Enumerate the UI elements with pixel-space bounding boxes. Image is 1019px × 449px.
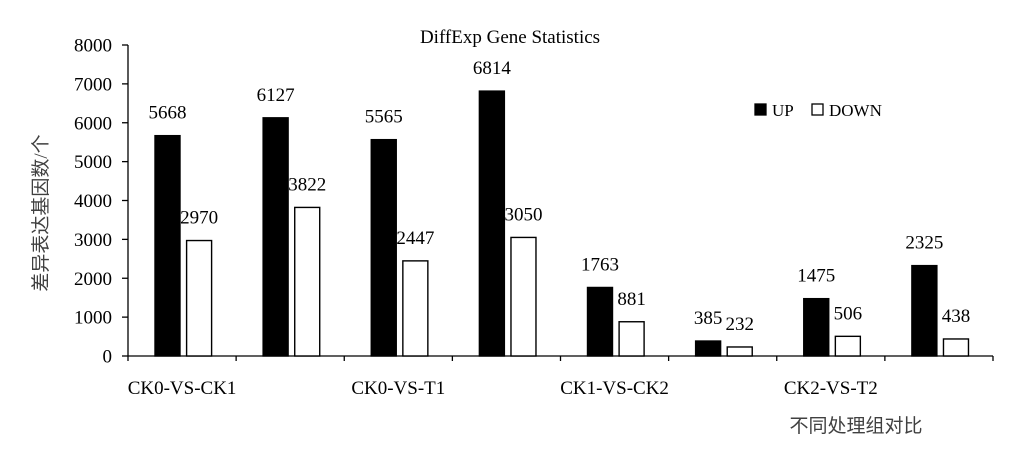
data-label-down-4: 3050 xyxy=(504,204,542,225)
y-tick-label: 5000 xyxy=(74,152,112,173)
bar-up-3 xyxy=(370,138,397,357)
data-label-up-5: 1763 xyxy=(581,254,619,275)
data-label-up-8: 2325 xyxy=(905,233,943,254)
legend-label-up: UP xyxy=(772,101,794,120)
y-tick-label: 4000 xyxy=(74,191,112,212)
y-tick-label: 0 xyxy=(103,347,113,368)
data-label-down-3: 2447 xyxy=(396,228,434,249)
x-tick-label: CK2-VS-T2 xyxy=(784,378,878,399)
data-label-up-2: 6127 xyxy=(257,85,295,106)
y-tick-label: 2000 xyxy=(74,269,112,290)
bar-down-7 xyxy=(834,335,862,357)
legend-item-up: UP xyxy=(754,101,794,120)
bar-down-3 xyxy=(402,260,429,357)
data-label-up-7: 1475 xyxy=(797,266,835,287)
x-axis-label: 不同处理组对比 xyxy=(789,415,922,437)
x-tick-label: CK1-VS-CK2 xyxy=(560,378,669,399)
bars xyxy=(154,90,970,357)
legend-label-down: DOWN xyxy=(829,101,882,120)
y-tick-label: 7000 xyxy=(74,74,112,95)
bar-down-1 xyxy=(185,239,213,357)
bar-up-8 xyxy=(911,264,938,357)
x-tick-label: CK0-VS-T1 xyxy=(351,378,445,399)
legend-item-down: DOWN xyxy=(811,101,882,120)
data-labels: 5668 6127 5565 6814 1763 385 1475 2325 2970 3822 2… xyxy=(149,58,971,335)
y-tick-label: 1000 xyxy=(74,308,112,329)
legend-swatch-down xyxy=(811,103,824,116)
y-tick-label: 3000 xyxy=(74,230,112,251)
legend: UP DOWN xyxy=(754,101,882,120)
bar-down-6 xyxy=(726,346,753,357)
bar-up-5 xyxy=(586,286,614,357)
x-axis: CK0-VS-CK1 CK0-VS-T1 CK1-VS-CK2 CK2-VS-T2 xyxy=(127,355,994,399)
bar-down-5 xyxy=(618,321,645,357)
data-label-down-7: 506 xyxy=(834,303,863,324)
bar-up-6 xyxy=(694,340,722,357)
y-tick-label: 6000 xyxy=(74,113,112,134)
data-label-up-3: 5565 xyxy=(365,107,403,128)
bar-up-1 xyxy=(154,134,181,357)
bar-up-2 xyxy=(262,117,289,357)
y-axis: 0 1000 2000 3000 4000 5000 6000 7000 8000 xyxy=(74,36,129,368)
data-label-down-2: 3822 xyxy=(288,174,326,195)
data-label-up-1: 5668 xyxy=(149,103,187,124)
bar-down-2 xyxy=(294,206,321,357)
x-tick-label: CK0-VS-CK1 xyxy=(128,378,237,399)
chart-title: DiffExp Gene Statistics xyxy=(420,27,600,48)
data-label-down-5: 881 xyxy=(617,289,646,310)
y-tick-label: 8000 xyxy=(74,36,112,57)
bar-up-4 xyxy=(478,90,506,357)
bar-up-7 xyxy=(803,297,830,357)
data-label-up-6: 385 xyxy=(694,308,723,329)
bar-down-8 xyxy=(942,338,970,357)
data-label-down-6: 232 xyxy=(725,314,754,335)
y-axis-label: 差异表达基因数/个 xyxy=(30,134,52,291)
data-label-down-1: 2970 xyxy=(180,208,218,229)
data-label-up-4: 6814 xyxy=(473,58,512,79)
bar-down-4 xyxy=(510,236,537,357)
legend-swatch-up xyxy=(754,103,767,116)
data-label-down-8: 438 xyxy=(942,306,971,327)
